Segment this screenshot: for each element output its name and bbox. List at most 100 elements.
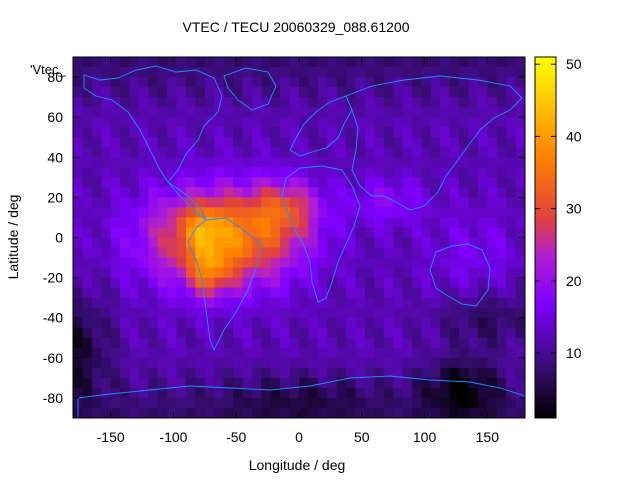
heatmap-cell bbox=[186, 227, 197, 239]
heatmap-cell bbox=[468, 287, 479, 299]
heatmap-cell bbox=[242, 77, 253, 88]
heatmap-cell bbox=[110, 407, 121, 418]
heatmap-cell bbox=[73, 347, 84, 359]
heatmap-cell bbox=[101, 227, 112, 239]
heatmap-cell bbox=[459, 347, 470, 359]
heatmap-cell bbox=[148, 197, 159, 209]
heatmap-cell bbox=[440, 127, 451, 138]
heatmap-cell bbox=[110, 197, 121, 209]
heatmap-cell bbox=[374, 337, 385, 349]
heatmap-cell bbox=[308, 167, 319, 178]
heatmap-cell bbox=[336, 267, 347, 279]
heatmap-cell bbox=[383, 317, 394, 329]
heatmap-cell bbox=[233, 407, 244, 418]
heatmap-cell bbox=[449, 87, 460, 98]
heatmap-cell bbox=[440, 377, 451, 389]
heatmap-cell bbox=[393, 407, 404, 418]
heatmap-cell bbox=[421, 107, 432, 118]
heatmap-cell bbox=[299, 77, 310, 88]
heatmap-cell bbox=[364, 377, 375, 389]
heatmap-cell bbox=[251, 107, 262, 118]
heatmap-cell bbox=[299, 237, 310, 249]
heatmap-cell bbox=[110, 377, 121, 389]
heatmap-cell bbox=[195, 277, 206, 289]
heatmap-cell bbox=[138, 77, 149, 88]
heatmap-cell bbox=[327, 177, 338, 188]
heatmap-cell bbox=[299, 147, 310, 158]
heatmap-cell bbox=[374, 397, 385, 409]
heatmap-cell bbox=[487, 387, 498, 399]
heatmap-cell bbox=[506, 177, 517, 188]
heatmap-cell bbox=[120, 267, 131, 279]
heatmap-cell bbox=[299, 127, 310, 138]
heatmap-cell bbox=[308, 407, 319, 418]
heatmap-cell bbox=[393, 327, 404, 339]
heatmap-cell bbox=[430, 317, 441, 329]
heatmap-cell bbox=[289, 337, 300, 349]
heatmap-cell bbox=[364, 177, 375, 188]
heatmap-cell bbox=[138, 237, 149, 249]
heatmap-cell bbox=[186, 197, 197, 209]
heatmap-cell bbox=[421, 167, 432, 178]
heatmap-cell bbox=[355, 157, 366, 168]
heatmap-cell bbox=[393, 367, 404, 379]
heatmap-cell bbox=[91, 57, 102, 68]
heatmap-cell bbox=[430, 237, 441, 249]
heatmap-cell bbox=[280, 237, 291, 249]
heatmap-cell bbox=[364, 407, 375, 418]
heatmap-cell bbox=[214, 97, 225, 108]
heatmap-cell bbox=[430, 307, 441, 319]
heatmap-cell bbox=[421, 367, 432, 379]
heatmap-cell bbox=[402, 377, 413, 389]
heatmap-cell bbox=[101, 407, 112, 418]
heatmap-cell bbox=[242, 357, 253, 369]
heatmap-cell bbox=[270, 217, 281, 229]
heatmap-cell bbox=[440, 397, 451, 409]
heatmap-cell bbox=[270, 177, 281, 188]
heatmap-cell bbox=[515, 207, 525, 219]
heatmap-cell bbox=[496, 67, 507, 78]
heatmap-cell bbox=[186, 77, 197, 88]
heatmap-cell bbox=[336, 197, 347, 209]
heatmap-cell bbox=[477, 277, 488, 289]
heatmap-cell bbox=[412, 137, 423, 148]
heatmap-cell bbox=[138, 357, 149, 369]
heatmap-cell bbox=[393, 257, 404, 269]
heatmap-cell bbox=[308, 247, 319, 259]
heatmap-cell bbox=[242, 337, 253, 349]
heatmap-cell bbox=[459, 127, 470, 138]
heatmap-cell bbox=[223, 207, 234, 219]
heatmap-cell bbox=[195, 217, 206, 229]
heatmap-cell bbox=[383, 237, 394, 249]
heatmap-cell bbox=[167, 397, 178, 409]
heatmap-cell bbox=[120, 317, 131, 329]
heatmap-cell bbox=[167, 217, 178, 229]
heatmap-cell bbox=[120, 377, 131, 389]
heatmap-cell bbox=[157, 57, 168, 68]
heatmap-cell bbox=[317, 237, 328, 249]
heatmap-cell bbox=[223, 327, 234, 339]
heatmap-cell bbox=[327, 127, 338, 138]
heatmap-cell bbox=[440, 237, 451, 249]
heatmap-cell bbox=[327, 107, 338, 118]
heatmap-cell bbox=[440, 267, 451, 279]
heatmap-cell bbox=[91, 367, 102, 379]
heatmap-cell bbox=[186, 137, 197, 148]
heatmap-cell bbox=[242, 327, 253, 339]
heatmap-cell bbox=[242, 97, 253, 108]
heatmap-cell bbox=[383, 187, 394, 198]
heatmap-cell bbox=[157, 87, 168, 98]
heatmap-cell bbox=[402, 387, 413, 399]
heatmap-cell bbox=[477, 357, 488, 369]
heatmap-cell bbox=[280, 187, 291, 198]
heatmap-cell bbox=[138, 267, 149, 279]
heatmap-cell bbox=[440, 87, 451, 98]
heatmap-cell bbox=[270, 287, 281, 299]
heatmap-cell bbox=[336, 87, 347, 98]
heatmap-cell bbox=[289, 77, 300, 88]
heatmap-cell bbox=[449, 157, 460, 168]
heatmap-cell bbox=[449, 77, 460, 88]
heatmap-cell bbox=[317, 327, 328, 339]
heatmap-cell bbox=[233, 277, 244, 289]
heatmap-cell bbox=[167, 67, 178, 78]
